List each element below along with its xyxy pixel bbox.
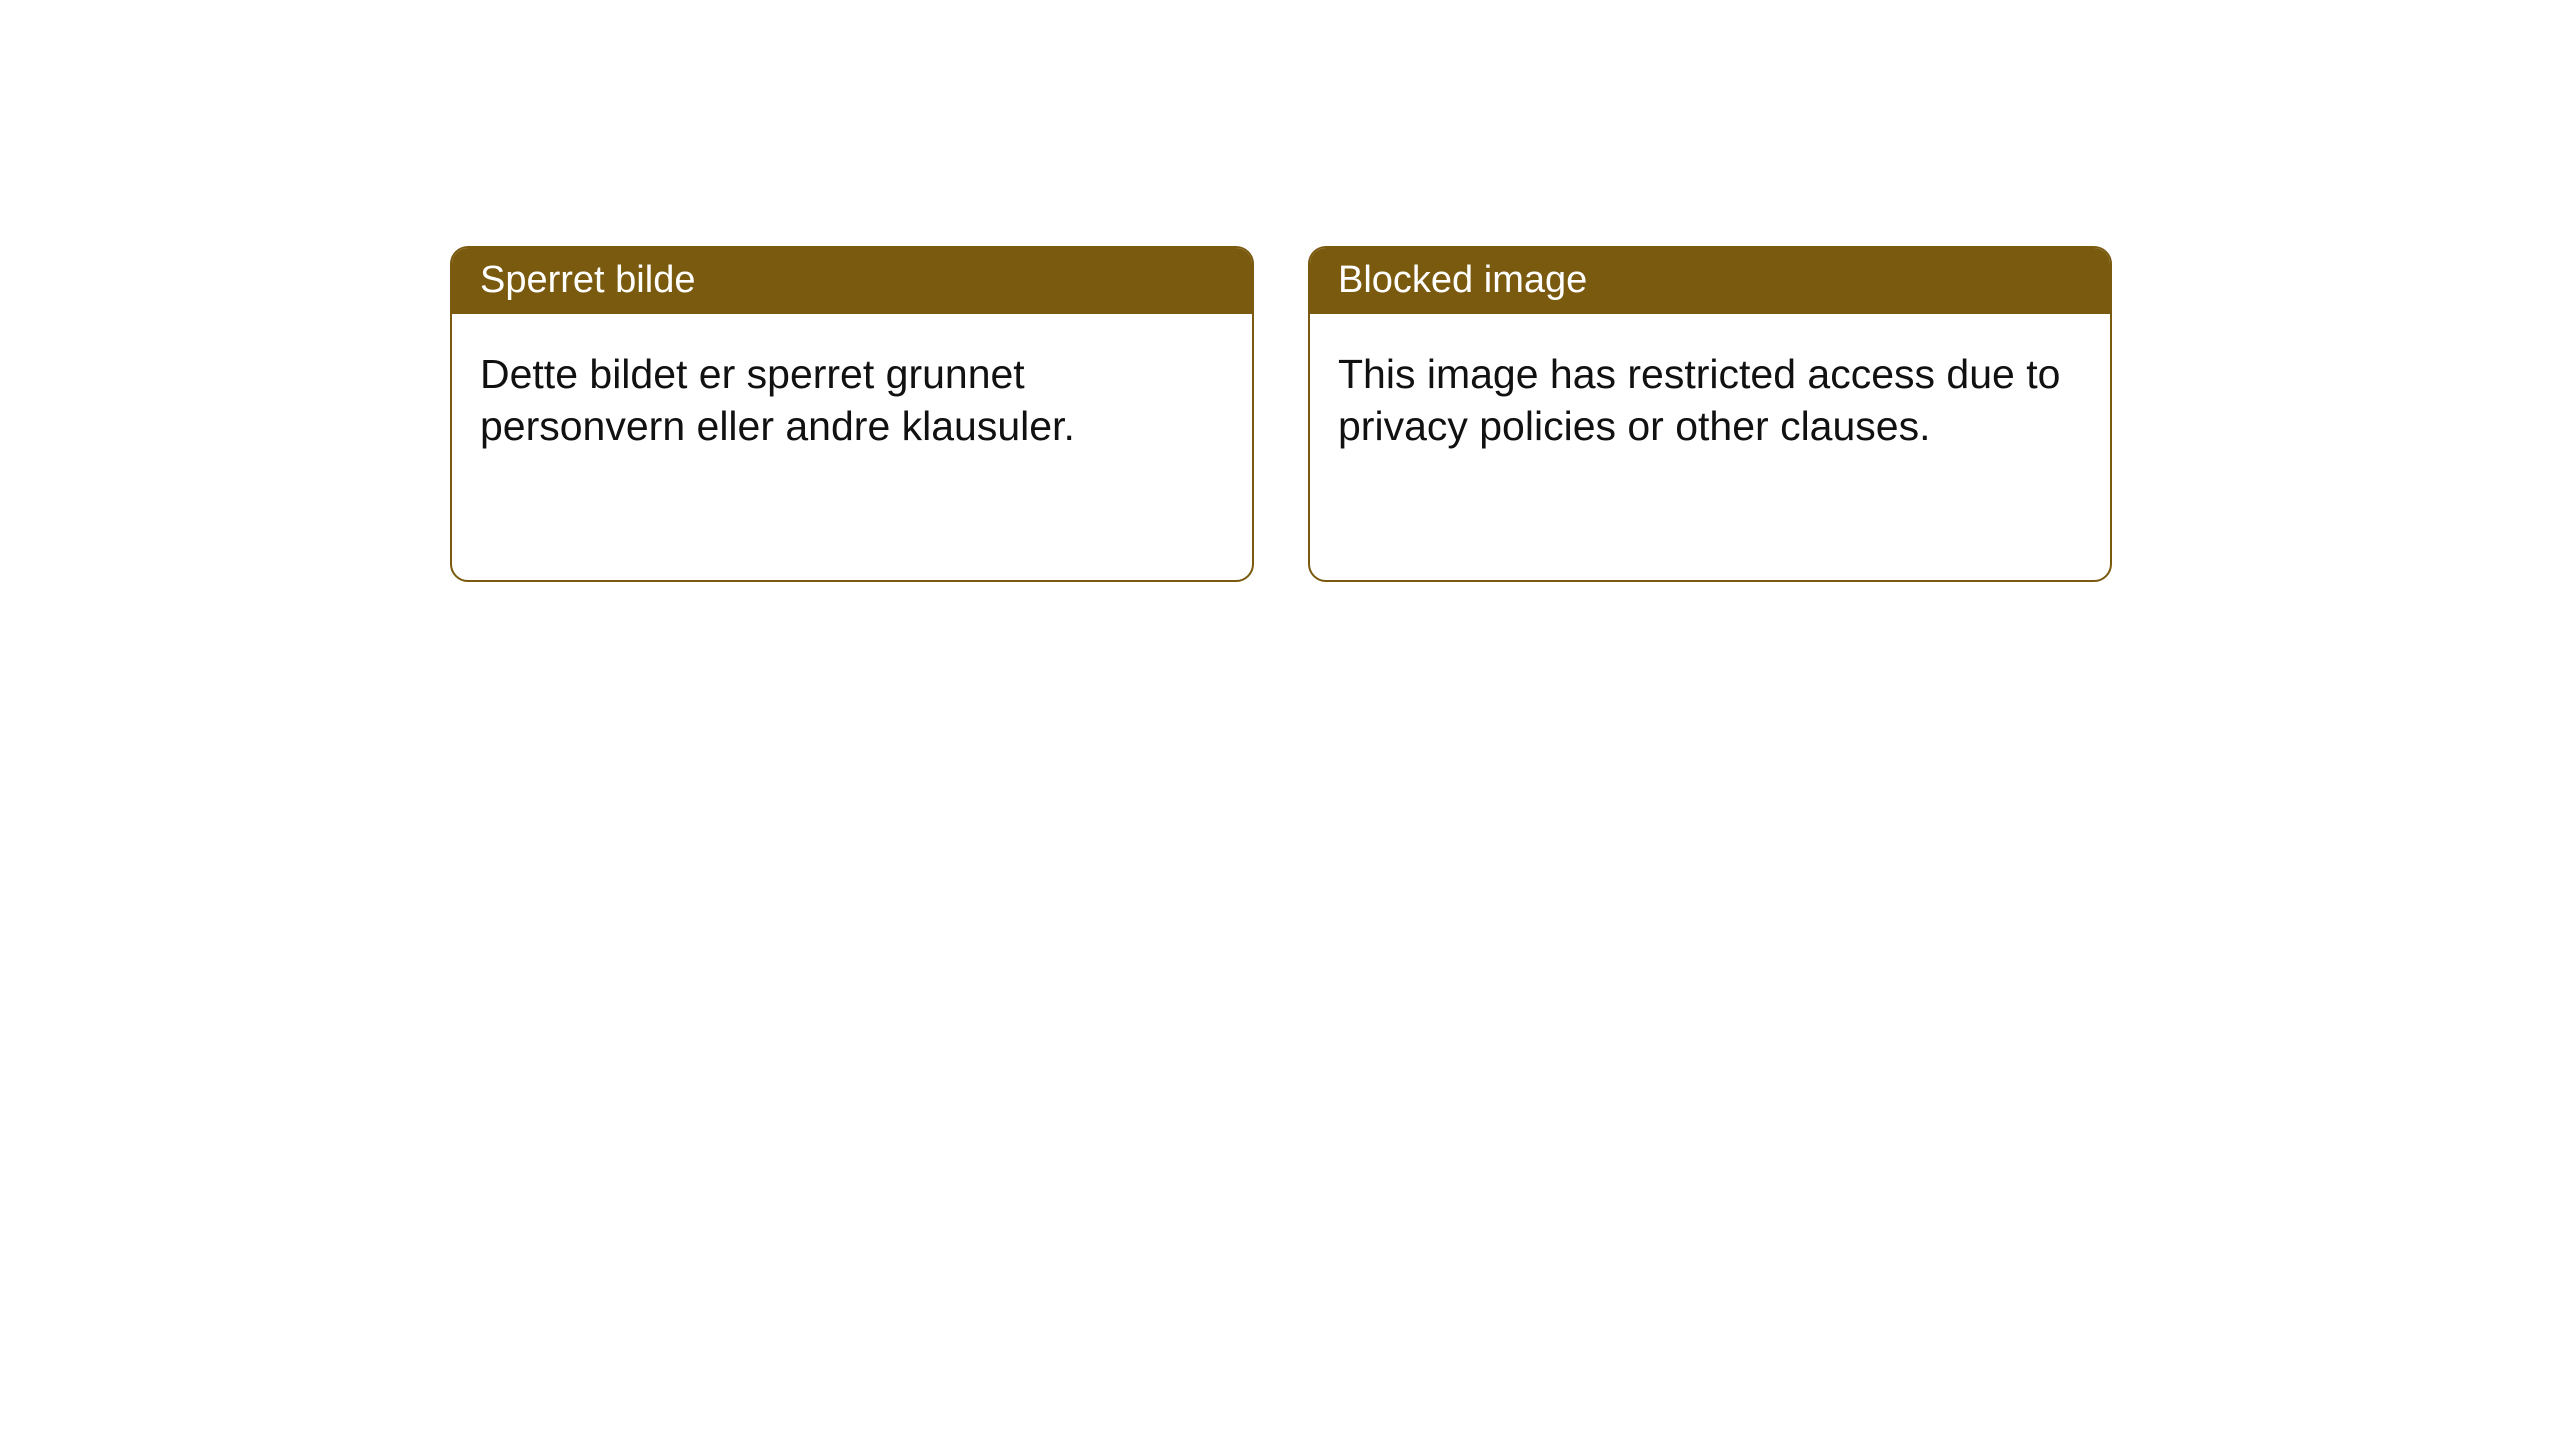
notice-card-norwegian: Sperret bilde Dette bildet er sperret gr…: [450, 246, 1254, 582]
notice-title-english: Blocked image: [1310, 248, 2110, 314]
notice-body-norwegian: Dette bildet er sperret grunnet personve…: [452, 314, 1252, 487]
notice-container: Sperret bilde Dette bildet er sperret gr…: [0, 0, 2560, 582]
notice-title-norwegian: Sperret bilde: [452, 248, 1252, 314]
notice-card-english: Blocked image This image has restricted …: [1308, 246, 2112, 582]
notice-body-english: This image has restricted access due to …: [1310, 314, 2110, 487]
